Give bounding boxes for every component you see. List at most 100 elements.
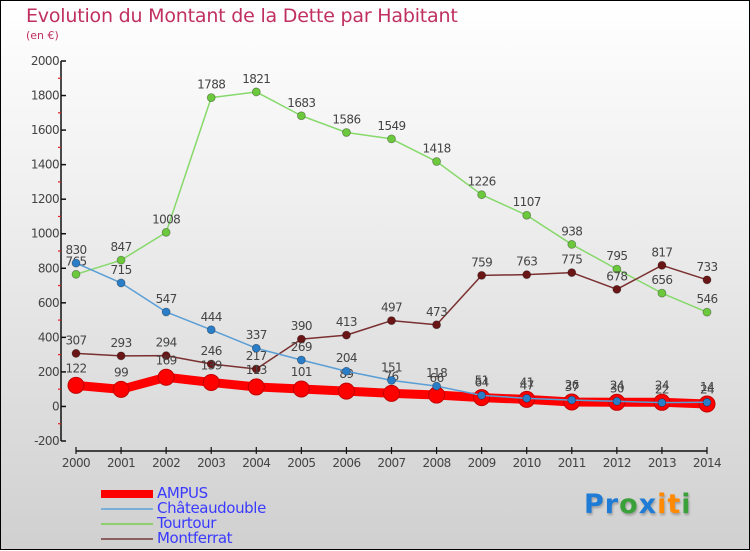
x-tick-label: 2012 [603,456,631,470]
data-label-ampus: 26 [565,378,579,392]
x-tick-label: 2002 [152,456,180,470]
data-point-chateaudouble [432,381,441,391]
data-label-chateaudouble: 47 [520,378,534,392]
logo-letter: o [619,489,639,520]
y-tick-label: 600 [38,296,59,310]
data-point-ampus [383,384,400,402]
data-point-montferrat [387,316,396,326]
x-tick-label: 2000 [62,456,90,470]
legend-item-chateaudouble: Châteaudouble [101,501,266,516]
data-label-ampus: 101 [291,365,312,379]
data-label-ampus: 66 [430,371,444,385]
data-point-montferrat [71,349,81,358]
legend-item-ampus: AMPUS [101,486,266,501]
y-tick-label: 1600 [31,123,59,137]
data-point-montferrat [342,330,351,340]
x-tick-label: 2007 [377,456,405,470]
x-tick-label: 2013 [648,456,676,470]
data-label-tourtour: 938 [561,224,582,238]
data-label-tourtour: 656 [651,273,672,287]
legend-label: Montferrat [157,529,233,547]
data-point-chateaudouble [296,355,306,365]
legend: AMPUS Châteaudouble Tourtour Montferrat [101,486,266,546]
data-label-chateaudouble: 269 [291,340,312,354]
x-tick-label: 2008 [423,456,451,470]
data-label-montferrat: 817 [651,245,672,259]
data-point-chateaudouble [206,325,216,335]
y-tick-label: 1400 [31,158,59,172]
legend-label: Châteaudouble [157,499,266,517]
y-tick-label: 200 [38,365,59,379]
data-point-montferrat [657,260,667,270]
data-label-tourtour: 1549 [377,119,405,133]
x-tick-label: 2006 [332,456,360,470]
data-point-tourtour [161,227,171,237]
logo-letter: i [681,489,692,520]
data-label-tourtour: 1683 [287,96,315,110]
data-label-tourtour: 1008 [152,212,180,226]
data-label-chateaudouble: 715 [111,263,132,277]
data-point-montferrat [432,320,441,330]
data-point-chateaudouble [567,395,577,405]
data-label-montferrat: 775 [561,253,582,267]
data-label-montferrat: 497 [381,301,402,315]
data-label-montferrat: 294 [156,336,177,350]
data-point-ampus [112,380,130,398]
data-label-chateaudouble: 24 [700,382,714,396]
data-label-ampus: 169 [156,353,177,367]
data-label-montferrat: 413 [336,315,357,329]
data-label-montferrat: 293 [111,336,132,350]
data-label-ampus: 113 [246,363,267,377]
data-point-tourtour [702,307,712,317]
data-label-tourtour: 1107 [513,195,541,209]
data-point-chateaudouble [612,396,622,406]
data-point-montferrat [161,351,171,361]
data-label-ampus: 41 [520,375,534,389]
data-label-tourtour: 1418 [423,142,451,156]
data-label-chateaudouble: 30 [610,381,624,395]
logo-letter: t [667,489,682,520]
data-label-chateaudouble: 22 [655,383,669,397]
data-point-ampus [67,376,85,394]
data-label-chateaudouble: 337 [246,328,267,342]
data-label-montferrat: 678 [606,269,627,283]
data-point-chateaudouble [657,398,667,408]
data-label-montferrat: 217 [246,349,267,363]
data-point-tourtour [612,264,622,274]
data-point-montferrat [206,359,216,369]
data-label-chateaudouble: 37 [565,380,579,394]
data-point-tourtour [477,190,487,200]
data-label-chateaudouble: 830 [65,243,86,257]
y-tick-label: 2000 [31,54,59,68]
data-point-ampus [202,373,220,391]
y-tick-label: 1000 [31,227,59,241]
data-point-tourtour [116,255,126,265]
data-label-chateaudouble: 547 [156,292,177,306]
data-point-tourtour [71,269,81,279]
data-label-tourtour: 795 [606,249,627,263]
data-point-montferrat [251,364,261,374]
data-point-chateaudouble [387,375,396,385]
data-point-tourtour [251,87,261,97]
legend-swatch-ampus [101,489,153,498]
data-label-montferrat: 307 [65,333,86,347]
data-point-tourtour [206,93,216,103]
data-label-chateaudouble: 64 [475,375,489,389]
data-point-ampus [292,380,310,398]
data-label-montferrat: 473 [426,305,447,319]
data-point-tourtour [432,157,441,166]
data-point-montferrat [477,270,487,280]
x-tick-label: 2003 [197,456,225,470]
y-tick-label: 1800 [31,89,59,103]
data-point-tourtour [657,288,667,298]
data-point-chateaudouble [522,393,532,403]
y-tick-label: 1200 [31,192,59,206]
data-point-ampus [337,382,355,400]
logo-letter: r [604,489,620,520]
data-point-tourtour [522,210,532,220]
legend-label: Tourtour [157,514,216,532]
data-label-tourtour: 1788 [197,78,225,92]
data-label-montferrat: 733 [696,260,717,274]
